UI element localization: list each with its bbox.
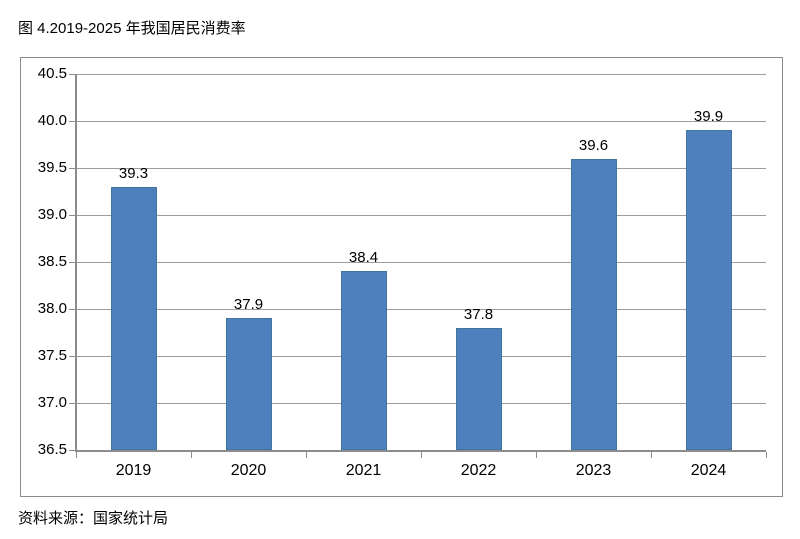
chart-title: 图 4.2019-2025 年我国居民消费率 [18, 20, 246, 37]
y-tick-label-39.5: 39.5 [37, 159, 67, 176]
bar-2023 [570, 158, 617, 450]
bar-value-label-2019: 39.3 [118, 164, 149, 182]
bar-value-label-2024: 39.9 [693, 108, 724, 126]
bar-2021 [340, 271, 387, 450]
y-tick-label-38.5: 38.5 [37, 253, 67, 270]
bar-2020 [225, 318, 272, 450]
y-tick-label-40.5: 40.5 [37, 65, 67, 82]
y-axis-tick-37.5 [69, 355, 75, 357]
x-tick-label-2022: 2022 [460, 462, 497, 479]
gridline-38.5 [76, 261, 766, 263]
y-axis-tick-38.0 [69, 308, 75, 310]
gridline-37.5 [76, 355, 766, 357]
y-axis-line [75, 74, 77, 451]
x-tick-label-2024: 2024 [690, 462, 727, 479]
plot-area: 40.5 40.0 39.5 39.0 38.5 38.0 37.5 37.0 36.5 39.3… [21, 58, 782, 496]
x-axis-tick-2 [305, 452, 307, 458]
gridline-39.5 [76, 167, 766, 169]
gridline-40.0 [76, 120, 766, 122]
bar-value-label-2020: 37.9 [233, 296, 264, 314]
y-axis-tick-40.0 [69, 120, 75, 122]
source-note: 资料来源：国家统计局 [18, 510, 169, 527]
bar-2024 [685, 130, 732, 450]
gridline-40.5 [76, 73, 766, 75]
x-axis-tick-4 [535, 452, 537, 458]
x-axis-tick-0 [75, 452, 77, 458]
y-axis-tick-39.0 [69, 214, 75, 216]
y-axis-tick-36.5 [69, 449, 75, 451]
x-tick-label-2023: 2023 [575, 462, 612, 479]
y-axis-tick-37.0 [69, 402, 75, 404]
bar-value-label-2023: 39.6 [578, 136, 609, 154]
bar-2019 [110, 186, 157, 450]
y-axis-tick-38.5 [69, 261, 75, 263]
x-axis-tick-1 [190, 452, 192, 458]
gridline-38.0 [76, 308, 766, 310]
y-tick-label-37.5: 37.5 [37, 347, 67, 364]
x-axis-tick-3 [420, 452, 422, 458]
x-axis-tick-5 [650, 452, 652, 458]
x-tick-label-2021: 2021 [345, 462, 382, 479]
bar-value-label-2022: 37.8 [463, 305, 494, 323]
y-tick-label-38.0: 38.0 [37, 300, 67, 317]
y-tick-label-36.5: 36.5 [37, 441, 67, 458]
y-tick-label-39.0: 39.0 [37, 206, 67, 223]
y-axis-tick-40.5 [69, 73, 75, 75]
y-axis-tick-39.5 [69, 167, 75, 169]
x-tick-label-2019: 2019 [115, 462, 152, 479]
x-tick-label-2020: 2020 [230, 462, 267, 479]
gridline-37.0 [76, 402, 766, 404]
x-axis-line [75, 450, 766, 452]
chart-frame: 40.5 40.0 39.5 39.0 38.5 38.0 37.5 37.0 36.5 39.3… [20, 57, 783, 497]
y-tick-label-37.0: 37.0 [37, 394, 67, 411]
bar-2022 [455, 327, 502, 450]
x-axis-tick-6 [765, 452, 767, 458]
y-tick-label-40.0: 40.0 [37, 112, 67, 129]
gridline-39.0 [76, 214, 766, 216]
bar-value-label-2021: 38.4 [348, 249, 379, 267]
